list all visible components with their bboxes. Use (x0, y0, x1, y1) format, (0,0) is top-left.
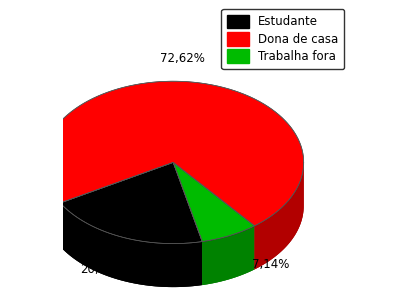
Legend: Estudante, Dona de casa, Trabalha fora: Estudante, Dona de casa, Trabalha fora (221, 9, 344, 69)
Text: 7,14%: 7,14% (253, 258, 290, 271)
Polygon shape (43, 81, 304, 226)
Polygon shape (202, 226, 255, 285)
Polygon shape (60, 203, 202, 287)
Polygon shape (60, 162, 202, 244)
Polygon shape (255, 162, 304, 269)
Polygon shape (202, 226, 255, 285)
Polygon shape (43, 162, 304, 287)
Polygon shape (43, 162, 60, 246)
Polygon shape (173, 162, 255, 242)
Text: 72,62%: 72,62% (160, 52, 205, 65)
Polygon shape (255, 162, 304, 269)
Polygon shape (60, 203, 202, 287)
Polygon shape (43, 162, 60, 246)
Text: 20,24%: 20,24% (80, 263, 125, 276)
